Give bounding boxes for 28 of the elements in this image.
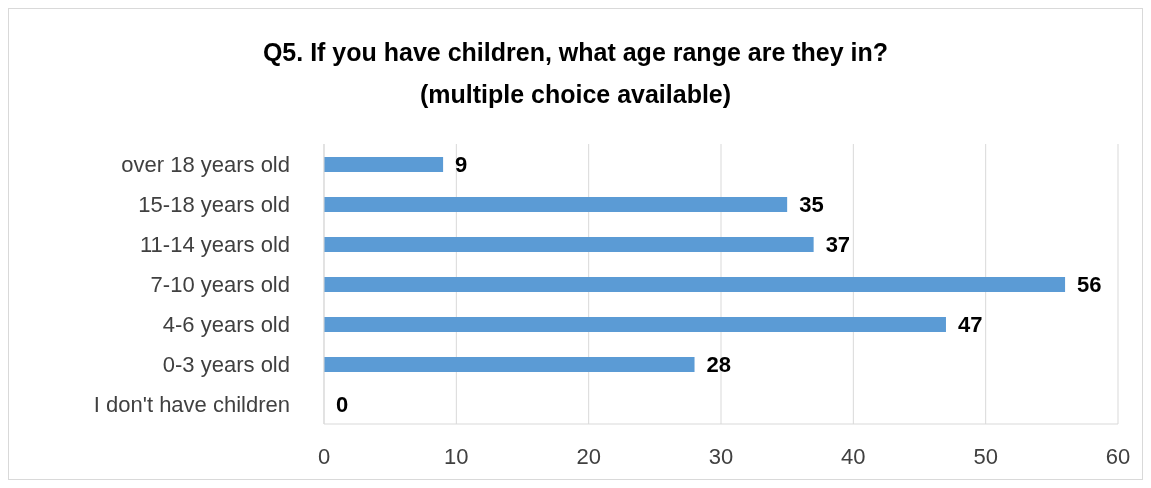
y-tick-label: 15-18 years old [138, 191, 290, 217]
x-tick-label: 60 [1105, 443, 1131, 469]
x-tick-label: 20 [576, 443, 601, 469]
data-label: 37 [825, 231, 851, 257]
x-tick-label: 50 [973, 443, 998, 469]
bar [324, 357, 695, 372]
y-tick-label: 4-6 years old [162, 311, 290, 337]
y-tick-label: I don't have children [93, 391, 290, 417]
x-tick-label: 0 [317, 443, 331, 469]
y-tick-label: 7-10 years old [150, 271, 290, 297]
bar [324, 317, 946, 332]
bar [324, 197, 788, 212]
y-tick-label: over 18 years old [121, 151, 290, 177]
chart-title: Q5. If you have children, what age range are they in? (multiple choice available) [262, 36, 889, 110]
data-label: 56 [1077, 271, 1102, 297]
x-tick-label: 10 [444, 443, 469, 469]
x-tick-label: 30 [708, 443, 734, 469]
y-tick-label: 0-3 years old [162, 351, 290, 377]
bar [324, 157, 444, 172]
data-label: 0 [336, 391, 349, 417]
bar [324, 237, 814, 252]
data-label: 9 [455, 151, 468, 177]
bar [324, 277, 1066, 292]
y-tick-label: 11-14 years old [139, 231, 290, 257]
data-label: 35 [799, 191, 824, 217]
x-tick-label: 40 [841, 443, 866, 469]
data-label: 47 [957, 311, 983, 337]
data-label: 28 [706, 351, 732, 377]
